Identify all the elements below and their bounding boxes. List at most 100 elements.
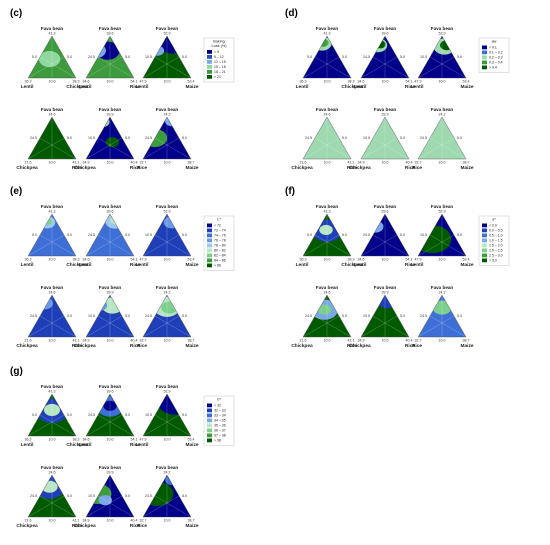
grid-line — [39, 414, 76, 436]
vertex-value-right: 38.3 — [73, 438, 80, 442]
grid-line — [28, 495, 65, 517]
grid-line — [314, 56, 351, 78]
legend-entry: 0.3 – 0.4 — [489, 61, 503, 65]
grid-line — [418, 56, 455, 78]
contour-region — [105, 137, 120, 148]
vertex-value-top: 24.6 — [324, 113, 331, 117]
vertex-value-right: 53.4 — [188, 258, 195, 262]
legend-swatch — [207, 423, 212, 428]
triangle-outline — [85, 213, 135, 257]
contour-region — [449, 302, 464, 313]
grid-line — [143, 315, 180, 337]
axis-value-right: 5.0 — [457, 314, 462, 318]
vertex-value-top: 39.9 — [107, 471, 114, 475]
vertex-label-top: Fava bean — [99, 285, 122, 290]
vertex-value-top: 39.6 — [107, 210, 114, 214]
vertex-label-top: Fava bean — [316, 26, 339, 31]
axis-value-left: 5.0 — [307, 55, 312, 59]
triangle-outline — [360, 116, 410, 160]
grid-line — [429, 137, 466, 159]
panel-label: (d) — [285, 8, 298, 19]
legend-swatch — [207, 253, 212, 258]
vertex-label-top: Fava bean — [99, 384, 122, 389]
vertex-value-top: 41.3 — [324, 210, 331, 214]
vertex-label-left: Lentil — [296, 84, 309, 90]
triangle-outline — [27, 474, 77, 518]
vertex-label-right: Rice — [347, 165, 357, 171]
axis-value-right: 5.0 — [67, 494, 72, 498]
vertex-label-right: Chickpea — [66, 442, 88, 448]
vertex-label-left: Lentil — [79, 262, 92, 268]
axis-value-left: 10.5 — [420, 55, 427, 59]
grid-line — [143, 137, 180, 159]
grid-line — [154, 56, 191, 78]
grid-line — [372, 234, 409, 256]
legend-entry: 9 – 12 — [214, 55, 224, 59]
legend-title: a* — [492, 218, 496, 222]
triangle-outline — [142, 474, 192, 518]
vertex-value-top: 39.6 — [107, 390, 114, 394]
vertex-value-left: 32.7 — [415, 161, 422, 165]
axis-value-bottom: 10.0 — [107, 519, 114, 523]
grid-line — [143, 414, 180, 436]
vertex-value-left: 34.9 — [83, 339, 90, 343]
legend-swatch — [207, 223, 212, 228]
vertex-value-left: 21.6 — [300, 161, 307, 165]
vertex-label-right: Rice — [130, 523, 140, 529]
vertex-label-top: Fava bean — [41, 465, 64, 470]
vertex-label-left: Chickpea — [74, 165, 96, 171]
axis-value-left: 10.5 — [363, 136, 370, 140]
axis-value-left: 24.5 — [88, 233, 95, 237]
legend-swatch — [207, 413, 212, 418]
vertex-value-top: 52.9 — [164, 390, 171, 394]
legend-entry: 78 – 80 — [214, 244, 226, 248]
vertex-label-left: Lentil — [411, 84, 424, 90]
legend-entry: > 38 — [214, 439, 221, 443]
axis-value-bottom: 10.0 — [49, 258, 56, 262]
contour-region — [312, 36, 332, 51]
grid-line — [361, 234, 398, 256]
grid-line — [154, 495, 191, 517]
vertex-label-left: Chickpea — [74, 523, 96, 529]
panel-label: (e) — [10, 186, 22, 197]
vertex-label-right: Maize — [460, 165, 473, 171]
vertex-label-right: Rice — [405, 165, 415, 171]
vertex-value-top: 24.6 — [49, 291, 56, 295]
grid-line — [97, 56, 134, 78]
axis-value-bottom: 10.0 — [164, 161, 171, 165]
vertex-label-left: Chickpea — [291, 343, 313, 349]
triangle-outline — [142, 294, 192, 338]
legend-swatch — [207, 403, 212, 408]
vertex-label-top: Fava bean — [41, 107, 64, 112]
grid-line — [39, 495, 76, 517]
vertex-label-top: Fava bean — [316, 204, 339, 209]
vertex-label-right: Maize — [185, 523, 198, 529]
legend-entry: 1.5 – 2.0 — [489, 244, 503, 248]
axis-value-bottom: 10.0 — [382, 339, 389, 343]
axis-value-left: 24.5 — [145, 136, 152, 140]
grid-line — [143, 495, 180, 517]
grid-line — [154, 234, 191, 256]
vertex-value-left: 34.6 — [83, 258, 90, 262]
vertex-value-right: 41.1 — [73, 519, 80, 523]
vertex-label-left: Lentil — [136, 84, 149, 90]
vertex-label-left: Chickpea — [16, 523, 38, 529]
vertex-value-top: 24.2 — [439, 291, 446, 295]
vertex-value-right: 38.7 — [188, 519, 195, 523]
grid-line — [28, 234, 65, 256]
legend-swatch — [207, 258, 212, 263]
axis-value-right: 5.0 — [342, 136, 347, 140]
vertex-value-right: 40.4 — [406, 161, 413, 165]
legend-swatch — [207, 433, 212, 438]
grid-line — [418, 137, 455, 159]
vertex-label-left: Lentil — [21, 442, 34, 448]
axis-value-left: 24.5 — [88, 55, 95, 59]
triangle-outline — [142, 393, 192, 437]
grid-line — [303, 234, 340, 256]
vertex-value-top: 39.9 — [382, 113, 389, 117]
